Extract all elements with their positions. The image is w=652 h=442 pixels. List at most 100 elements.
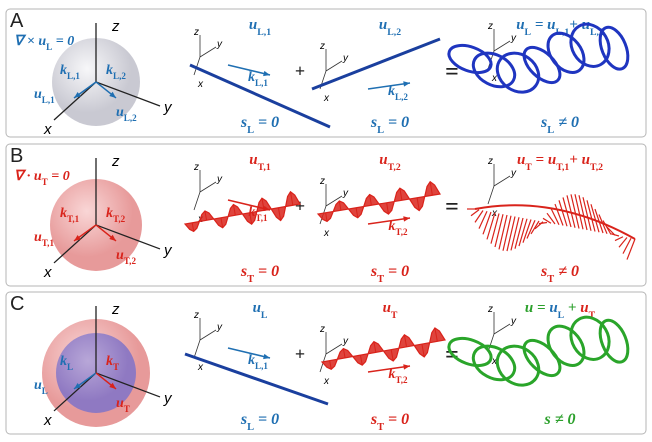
spin-label: s ≠ 0 xyxy=(543,411,575,428)
math-text: k xyxy=(106,63,113,78)
superposed-wave xyxy=(574,194,584,230)
math-text: u xyxy=(383,300,391,316)
helix-rib xyxy=(359,355,363,366)
math-text: = 0 xyxy=(254,411,279,428)
mini-axes xyxy=(193,318,217,359)
math-text: u xyxy=(34,169,42,184)
field-title: uL xyxy=(253,300,268,321)
math-subscript: T xyxy=(247,274,254,285)
sphere-label: uL xyxy=(34,378,48,396)
superposed-wave xyxy=(590,204,600,233)
math-text: k xyxy=(60,63,67,78)
superposed-wave xyxy=(474,210,484,223)
superposed-wave xyxy=(478,210,488,229)
math-text: u xyxy=(525,300,533,316)
field-title: uT xyxy=(383,300,398,321)
axis-label: z xyxy=(319,324,325,335)
superposed-wave xyxy=(474,204,636,240)
math-subscript: T xyxy=(547,274,554,285)
arrow-head xyxy=(109,382,116,389)
superposed-wave xyxy=(570,194,580,229)
helix-rib xyxy=(277,207,282,221)
axis-label: y xyxy=(163,242,173,259)
arrow-head xyxy=(403,81,410,87)
axis-label: y xyxy=(510,316,517,327)
helix-rib xyxy=(390,349,394,362)
math-subscript: L xyxy=(377,125,384,136)
math-subscript: L,1 xyxy=(255,78,268,88)
spin-label: sT = 0 xyxy=(370,411,409,433)
math-subscript: T xyxy=(113,362,119,372)
spin-label: sL = 0 xyxy=(370,114,409,136)
superposed-wave xyxy=(554,203,564,226)
superposed-wave xyxy=(546,324,586,367)
math-subscript: T xyxy=(589,310,596,321)
operator: + xyxy=(295,61,305,81)
sphere-label: uL,1 xyxy=(34,87,55,105)
superposed-wave xyxy=(582,197,592,231)
math-subscript: L,2 xyxy=(113,71,126,81)
axis-label: y xyxy=(510,33,517,44)
math-text: = 0 xyxy=(384,411,409,428)
axis-label: x xyxy=(323,376,330,387)
math-text: ∇ · xyxy=(14,169,34,184)
math-text: s xyxy=(240,114,247,131)
math-subscript: T,1 xyxy=(42,238,55,248)
math-subscript: T,2 xyxy=(388,162,401,173)
sphere-label: uT,1 xyxy=(34,230,54,248)
spin-label: sL = 0 xyxy=(240,114,279,136)
helix-wave xyxy=(320,327,446,370)
superposed-wave xyxy=(447,43,493,75)
superposed-wave xyxy=(610,233,620,237)
panel-letter: A xyxy=(10,10,24,32)
math-subscript: T xyxy=(525,162,532,173)
math-subscript: L xyxy=(247,125,254,136)
superposed-wave xyxy=(558,200,568,227)
math-text: u xyxy=(379,17,387,33)
math-subscript: T,2 xyxy=(113,214,126,224)
helix-rib xyxy=(399,188,403,201)
math-text: + xyxy=(569,17,581,33)
math-subscript: L,2 xyxy=(387,27,401,38)
condition: ∇ · uT = 0 xyxy=(14,169,70,187)
axis-label: z xyxy=(319,176,325,187)
axis-label: y xyxy=(342,188,349,199)
sphere-label: kT xyxy=(106,354,119,372)
math-text: u xyxy=(249,17,257,33)
math-subscript: L xyxy=(247,422,254,433)
math-text: u xyxy=(249,152,257,168)
wave-line xyxy=(189,63,331,129)
axis-label: z xyxy=(193,162,199,173)
math-subscript: T,1 xyxy=(67,214,80,224)
spin-label: sT = 0 xyxy=(370,263,409,285)
panel-frame xyxy=(5,143,647,287)
wavevector-label: kL,1 xyxy=(248,353,268,371)
helix-rib xyxy=(338,200,342,211)
math-subscript: L,1 xyxy=(255,361,268,371)
superposed-wave xyxy=(522,338,562,378)
math-text: u xyxy=(379,152,387,168)
math-text: s xyxy=(370,411,377,428)
superposed-wave xyxy=(550,208,560,226)
math-text: k xyxy=(106,206,113,221)
superposed-wave xyxy=(626,238,636,260)
math-text: u xyxy=(549,300,557,316)
math-text: k xyxy=(106,354,113,369)
superposed-wave xyxy=(482,211,492,235)
math-text: = 0 xyxy=(48,169,70,184)
axis-label: y xyxy=(216,322,223,333)
sphere-label: uL,2 xyxy=(116,105,137,123)
math-subscript: L,2 xyxy=(590,27,604,38)
superposed-wave xyxy=(502,215,512,251)
math-subscript: L xyxy=(46,42,52,52)
math-text: ≠ 0 xyxy=(554,114,579,131)
axes xyxy=(53,23,161,121)
superposed-wave xyxy=(598,318,630,364)
axis-label: y xyxy=(216,174,223,185)
superposed-wave xyxy=(495,51,541,94)
math-subscript: L,2 xyxy=(124,113,137,123)
superposed-wave xyxy=(578,195,588,231)
helix-rib xyxy=(204,210,208,221)
sphere-label: kL,2 xyxy=(106,63,126,81)
math-text: + xyxy=(564,300,580,316)
